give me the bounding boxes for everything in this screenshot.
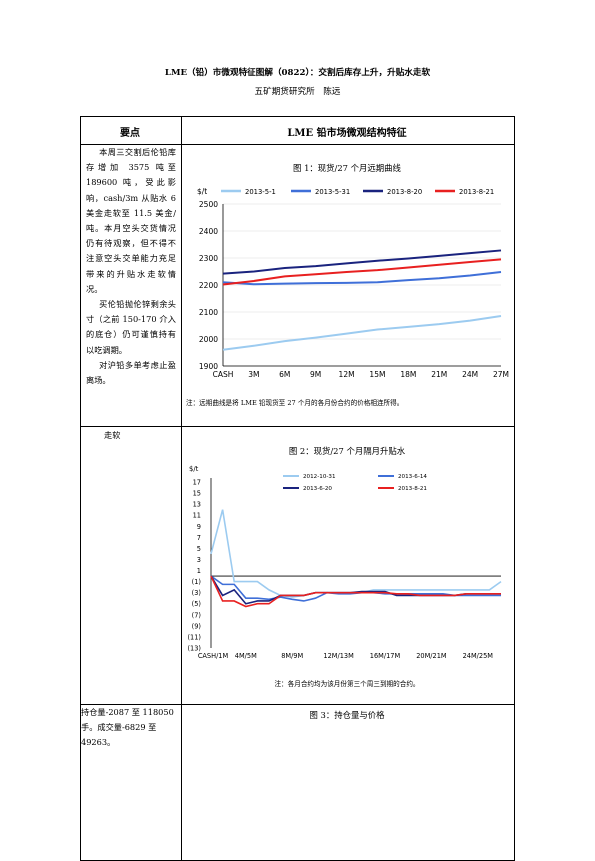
key-point-shfe: 对沪铅多单考虑止盈离场。 bbox=[86, 359, 176, 386]
y-tick-label: 2100 bbox=[199, 308, 218, 317]
y-tick-label: 5 bbox=[197, 545, 201, 553]
y-tick-label: 1900 bbox=[199, 362, 218, 371]
x-tick-label: 3M bbox=[248, 370, 259, 379]
legend-label: 2013-8-21 bbox=[398, 486, 427, 492]
y-tick-label: 2400 bbox=[199, 227, 218, 236]
x-tick-label: CASH bbox=[213, 370, 234, 379]
x-tick-label: 18M bbox=[400, 370, 416, 379]
forward-curve-chart: $/t 1900 2000 2100 2200 2300 2400 2500 CASH 3M 6M 9… bbox=[197, 187, 509, 379]
series-line bbox=[210, 509, 502, 598]
series-line bbox=[210, 575, 501, 602]
series-line bbox=[222, 249, 502, 275]
x-tick-label: 21M bbox=[431, 370, 447, 379]
x-tick-label: 8M/9M bbox=[281, 652, 303, 660]
y-tick-label: (11) bbox=[187, 633, 201, 641]
spread-chart: $/t 17 15 13 11 9 7 5 3 1 (1) (3) (5) (7) (9) (11) (13)C… bbox=[187, 465, 502, 660]
x-tick-label: CASH/1M bbox=[198, 652, 229, 660]
header-divider bbox=[81, 144, 514, 145]
y-tick-label: 11 bbox=[193, 512, 201, 520]
y-tick-label: 17 bbox=[193, 479, 201, 487]
legend-label: 2013-5-31 bbox=[315, 188, 350, 196]
fig2-note: 注：各月合约均为该月份第三个周三到期的合约。 bbox=[274, 680, 420, 688]
row3-key-points: 持仓量-2087 至 118050 手。成交量-6829 至 49263。 bbox=[81, 707, 174, 748]
legend-label: 2013-6-20 bbox=[303, 486, 332, 492]
y-tick-label: 2200 bbox=[199, 281, 218, 290]
legend-label: 2013-8-20 bbox=[387, 188, 422, 196]
series-line bbox=[222, 315, 502, 351]
x-tick-label: 27M bbox=[493, 370, 509, 379]
y-tick-label: 3 bbox=[197, 556, 201, 564]
legend-label: 2012-10-31 bbox=[303, 474, 336, 480]
row2-divider bbox=[81, 704, 514, 705]
key-point-position: 买伦铅抛伦锌剩余头寸（之前 150-170 介入的底仓）仍可谨慎持有以吃调期。 bbox=[86, 299, 176, 355]
legend-label: 2013-6-14 bbox=[398, 474, 427, 480]
column-divider bbox=[181, 117, 182, 860]
series-line bbox=[222, 258, 502, 286]
y-tick-label: 2000 bbox=[199, 335, 218, 344]
y-axis-label: $/t bbox=[197, 187, 207, 196]
x-tick-label: 9M bbox=[310, 370, 321, 379]
y-tick-label: 1 bbox=[197, 567, 201, 575]
x-tick-label: 12M/13M bbox=[323, 652, 354, 660]
y-tick-label: (5) bbox=[192, 600, 201, 608]
y-tick-label: (7) bbox=[192, 611, 201, 619]
column-header-key-points: 要点 bbox=[120, 128, 140, 139]
series-line bbox=[222, 271, 502, 286]
y-tick-label: 2300 bbox=[199, 254, 218, 263]
row1-divider bbox=[81, 426, 514, 427]
y-tick-label: 13 bbox=[193, 501, 201, 509]
x-tick-label: 24M bbox=[462, 370, 478, 379]
y-axis-label: $/t bbox=[189, 465, 199, 473]
fig1-note: 注：远期曲线是将 LME 铅现货至 27 个月的各月份合约的价格相连所得。 bbox=[186, 399, 404, 407]
x-tick-label: 15M bbox=[369, 370, 385, 379]
x-tick-label: 12M bbox=[339, 370, 355, 379]
legend-label: 2013-8-21 bbox=[459, 188, 494, 196]
y-tick-label: 9 bbox=[197, 523, 201, 531]
x-tick-label: 16M/17M bbox=[370, 652, 401, 660]
y-tick-label: 2500 bbox=[199, 200, 218, 209]
fig3-title: 图 3：持仓量与价格 bbox=[309, 710, 385, 720]
key-point-inventory: 本周三交割后伦铅库存增加 3575 吨至 189600 吨，受此影响，cash/… bbox=[86, 147, 176, 294]
x-tick-label: 20M/21M bbox=[416, 652, 447, 660]
y-tick-label: 7 bbox=[197, 534, 201, 542]
series-line bbox=[210, 575, 501, 608]
legend-label: 2013-5-1 bbox=[245, 188, 276, 196]
y-tick-label: 15 bbox=[193, 490, 201, 498]
x-tick-label: 24M/25M bbox=[463, 652, 494, 660]
column-header-lme-features: LME 铅市场微观结构特征 bbox=[287, 128, 407, 139]
x-tick-label: 6M bbox=[279, 370, 290, 379]
y-tick-label: (3) bbox=[192, 589, 201, 597]
y-tick-label: (1) bbox=[192, 578, 201, 586]
y-tick-label: (9) bbox=[192, 622, 201, 630]
document-subtitle: 五矿期货研究所 陈远 bbox=[254, 87, 341, 97]
document-title: LME（铅）市微观特征图解（0822）：交割后库存上升，升贴水走软 bbox=[164, 68, 431, 78]
x-tick-label: 4M/5M bbox=[235, 652, 257, 660]
row1-key-points: 本周三交割后伦铅库存增加 3575 吨至 189600 吨，受此影响，cash/… bbox=[86, 145, 176, 388]
fig2-title: 图 2：现货/27 个月隔月升贴水 bbox=[288, 446, 406, 456]
fig1-title: 图 1：现货/27 个月远期曲线 bbox=[293, 163, 401, 173]
y-tick-label: (13) bbox=[187, 645, 201, 653]
row2-key-points: 走软 bbox=[104, 430, 121, 440]
